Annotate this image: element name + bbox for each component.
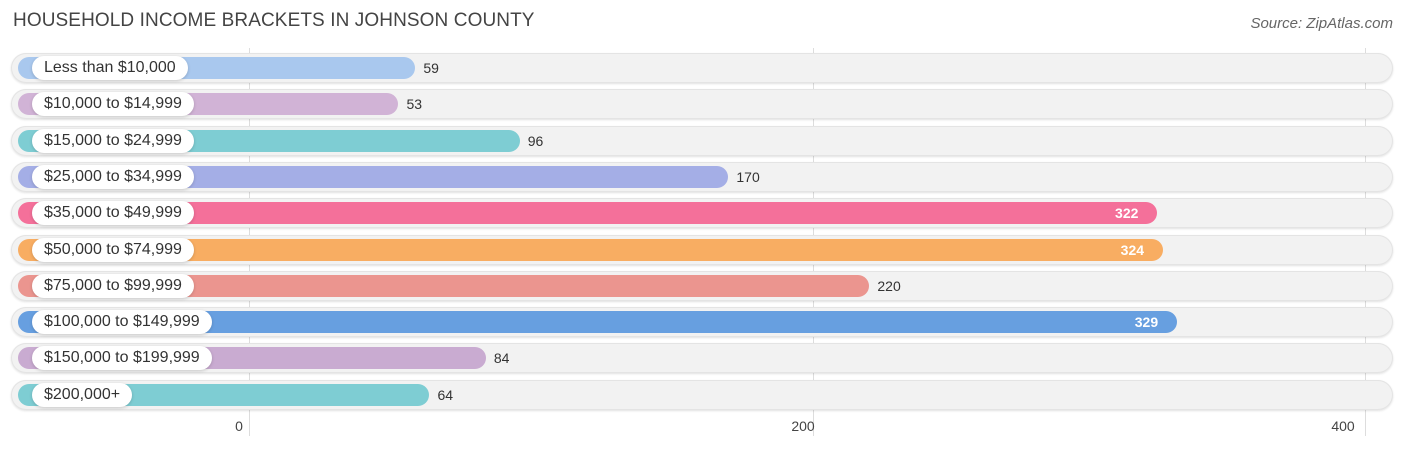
- x-tick-label: 200: [791, 418, 815, 434]
- source-label: Source: ZipAtlas.com: [1250, 15, 1393, 32]
- category-label: Less than $10,000: [32, 56, 188, 80]
- category-label: $25,000 to $34,999: [32, 164, 194, 189]
- value-label: 64: [437, 386, 454, 403]
- value-label: 84: [493, 350, 510, 367]
- category-label: $100,000 to $149,999: [32, 310, 212, 335]
- chart-title: HOUSEHOLD INCOME BRACKETS IN JOHNSON COU…: [13, 10, 535, 31]
- bar[interactable]: [18, 202, 1158, 225]
- x-tick-label: 400: [1331, 418, 1355, 434]
- bar[interactable]: [18, 311, 1177, 334]
- value-label: 322: [1115, 205, 1139, 222]
- bar[interactable]: [18, 238, 1163, 261]
- value-label: 59: [423, 60, 439, 76]
- category-label: $15,000 to $24,999: [32, 128, 194, 153]
- value-label: 170: [736, 168, 760, 185]
- bar[interactable]: [18, 165, 729, 188]
- category-label: $35,000 to $49,999: [32, 201, 194, 226]
- category-label: $50,000 to $74,999: [32, 237, 194, 262]
- category-label: $150,000 to $199,999: [32, 346, 212, 371]
- category-label: $75,000 to $99,999: [32, 273, 194, 298]
- value-label: 220: [877, 277, 901, 294]
- x-tick-label: 0: [235, 418, 243, 434]
- bar[interactable]: [18, 274, 870, 297]
- value-label: 324: [1120, 241, 1145, 258]
- value-label: 329: [1134, 314, 1159, 331]
- value-label: 53: [406, 96, 423, 113]
- category-label: $10,000 to $14,999: [32, 92, 194, 117]
- category-label: $200,000+: [32, 382, 133, 407]
- value-label: 96: [527, 132, 544, 149]
